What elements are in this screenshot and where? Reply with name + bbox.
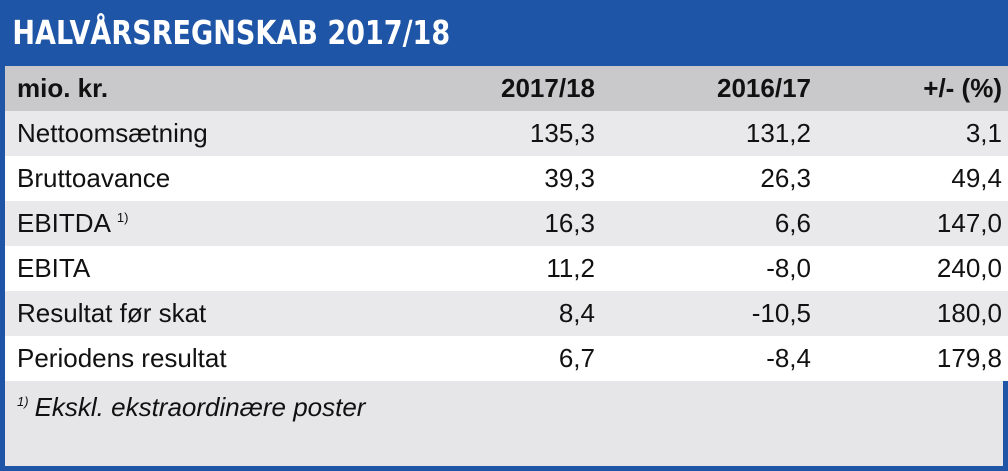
value-2017-18: 135,3 — [417, 111, 595, 156]
row-label-text: Bruttoavance — [17, 163, 171, 193]
financial-table-panel: mio. kr. 2017/18 2016/17 +/- (%) Nettoom… — [5, 66, 1008, 466]
table-row: Resultat før skat 8,4 -10,5 180,0 — [5, 291, 1008, 336]
row-label-text: Resultat før skat — [17, 298, 207, 328]
footnote-text: Ekskl. ekstraordinære poster — [34, 392, 366, 422]
value-change: 179,8 — [811, 336, 1008, 381]
financial-table: mio. kr. 2017/18 2016/17 +/- (%) Nettoom… — [5, 66, 1008, 381]
value-2016-17: 131,2 — [595, 111, 811, 156]
value-2017-18: 8,4 — [417, 291, 595, 336]
row-label: Bruttoavance — [5, 156, 417, 201]
value-change: 147,0 — [811, 201, 1008, 246]
row-label-text: Periodens resultat — [17, 343, 227, 373]
value-2016-17: -8,4 — [595, 336, 811, 381]
row-label: Resultat før skat — [5, 291, 417, 336]
value-2017-18: 39,3 — [417, 156, 595, 201]
footnote-marker: 1) — [116, 210, 129, 225]
value-2016-17: -8,0 — [595, 246, 811, 291]
value-change: 240,0 — [811, 246, 1008, 291]
column-header-change: +/- (%) — [811, 66, 1008, 111]
value-2017-18: 16,3 — [417, 201, 595, 246]
row-label-text: Nettoomsætning — [17, 118, 208, 148]
value-2017-18: 11,2 — [417, 246, 595, 291]
column-header-unit: mio. kr. — [5, 66, 417, 111]
table-row: Periodens resultat 6,7 -8,4 179,8 — [5, 336, 1008, 381]
value-2017-18: 6,7 — [417, 336, 595, 381]
row-label-text: EBITDA — [17, 208, 111, 238]
row-label: Periodens resultat — [5, 336, 417, 381]
value-change: 180,0 — [811, 291, 1008, 336]
value-change: 49,4 — [811, 156, 1008, 201]
footnote: 1) Ekskl. ekstraordinære poster — [17, 392, 365, 423]
footnote-superscript: 1) — [17, 394, 29, 409]
column-header-2017-18: 2017/18 — [417, 66, 595, 111]
page-title: HALVÅRSREGNSKAB 2017/18 — [12, 13, 451, 52]
value-2016-17: -10,5 — [595, 291, 811, 336]
table-row: EBITA 11,2 -8,0 240,0 — [5, 246, 1008, 291]
row-label: EBITA — [5, 246, 417, 291]
row-label: Nettoomsætning — [5, 111, 417, 156]
value-change: 3,1 — [811, 111, 1008, 156]
row-label: EBITDA 1) — [5, 201, 417, 246]
column-header-2016-17: 2016/17 — [595, 66, 811, 111]
table-row: Nettoomsætning 135,3 131,2 3,1 — [5, 111, 1008, 156]
table-row: EBITDA 1) 16,3 6,6 147,0 — [5, 201, 1008, 246]
table-header-row: mio. kr. 2017/18 2016/17 +/- (%) — [5, 66, 1008, 111]
row-label-text: EBITA — [17, 253, 91, 283]
value-2016-17: 26,3 — [595, 156, 811, 201]
table-row: Bruttoavance 39,3 26,3 49,4 — [5, 156, 1008, 201]
value-2016-17: 6,6 — [595, 201, 811, 246]
